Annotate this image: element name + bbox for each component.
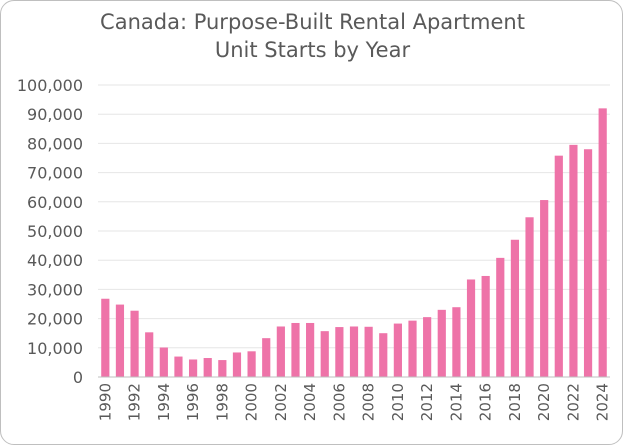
bar-2022 [569,144,578,377]
chart-title-line-1: Canada: Purpose-Built Rental Apartment [100,10,525,34]
y-tick-label: 30,000 [27,280,83,299]
x-tick-label: 2018 [506,383,524,421]
y-tick-label: 80,000 [27,134,83,153]
x-tick-label: 2016 [477,383,495,421]
bar-2019 [525,217,534,377]
bar-1998 [218,360,227,377]
bar-2000 [247,351,256,377]
x-tick-label: 2012 [418,383,436,421]
bar-1999 [232,352,242,377]
y-tick-label: 40,000 [27,251,83,270]
y-tick-label: 20,000 [27,310,83,329]
bar-2009 [379,333,388,377]
bar-1996 [188,359,198,377]
bar-2011 [408,320,417,377]
x-tick-label: 2014 [447,383,465,421]
x-tick-labels: 1990 1992 1994 1996 1998 2000 2002 2004 2006 2008… [96,383,611,421]
x-tick-label: 2000 [243,383,261,421]
y-tick-label: 0 [73,368,83,387]
bar-2003 [291,322,300,377]
x-tick-label: 1992 [126,383,144,421]
bar-2012 [423,317,432,377]
bar-2008 [364,326,373,377]
bar-2017 [496,257,505,377]
bar-2018 [510,239,520,377]
bar-2013 [437,309,446,377]
bar-1997 [203,358,212,377]
y-tick-labels: 0 10,000 20,000 30,000 40,000 50,000 60,000 70,… [17,76,83,387]
y-tick-label: 70,000 [27,164,83,183]
x-tick-label: 2006 [330,383,348,421]
x-tick-label: 2002 [272,383,290,421]
x-tick-label: 2008 [360,383,378,421]
y-tick-label: 60,000 [27,193,83,212]
x-tick-label: 1996 [184,383,202,421]
bar-1992 [130,310,139,377]
chart-title-line-2: Unit Starts by Year [214,38,411,62]
bar-2016 [481,275,490,377]
x-tick-label: 2020 [535,383,553,421]
bar-1991 [115,304,125,377]
y-tick-label: 90,000 [27,105,83,124]
x-tick-label: 2024 [594,383,612,421]
bar-2002 [276,326,285,377]
bar-2024 [598,108,607,378]
bar-1995 [174,356,183,377]
y-tick-label: 50,000 [27,222,83,241]
x-tick-label: 2022 [564,383,582,421]
y-tick-label: 10,000 [27,339,83,358]
bar-2023 [583,149,593,377]
x-tick-label: 2004 [301,383,319,421]
x-tick-label: 1994 [155,383,173,421]
bar-1993 [145,332,154,377]
bar-2001 [262,338,271,377]
bar-2021 [554,155,563,377]
bar-2015 [466,279,476,377]
bar-2010 [393,323,402,377]
x-tick-label: 2010 [389,383,407,421]
gridlines [98,84,610,349]
bars [101,108,607,378]
chart-title: Canada: Purpose-Built Rental Apartment U… [0,8,625,64]
bar-2014 [452,307,461,377]
bar-2005 [320,331,329,377]
bar-2006 [335,327,344,377]
bar-2007 [349,326,359,377]
x-tick-label: 1990 [96,383,114,421]
bar-2020 [540,200,549,377]
bar-1994 [159,347,168,377]
bar-2004 [306,322,315,377]
x-tick-label: 1998 [213,383,231,421]
y-tick-label: 100,000 [17,76,83,95]
bar-1990 [101,298,110,377]
